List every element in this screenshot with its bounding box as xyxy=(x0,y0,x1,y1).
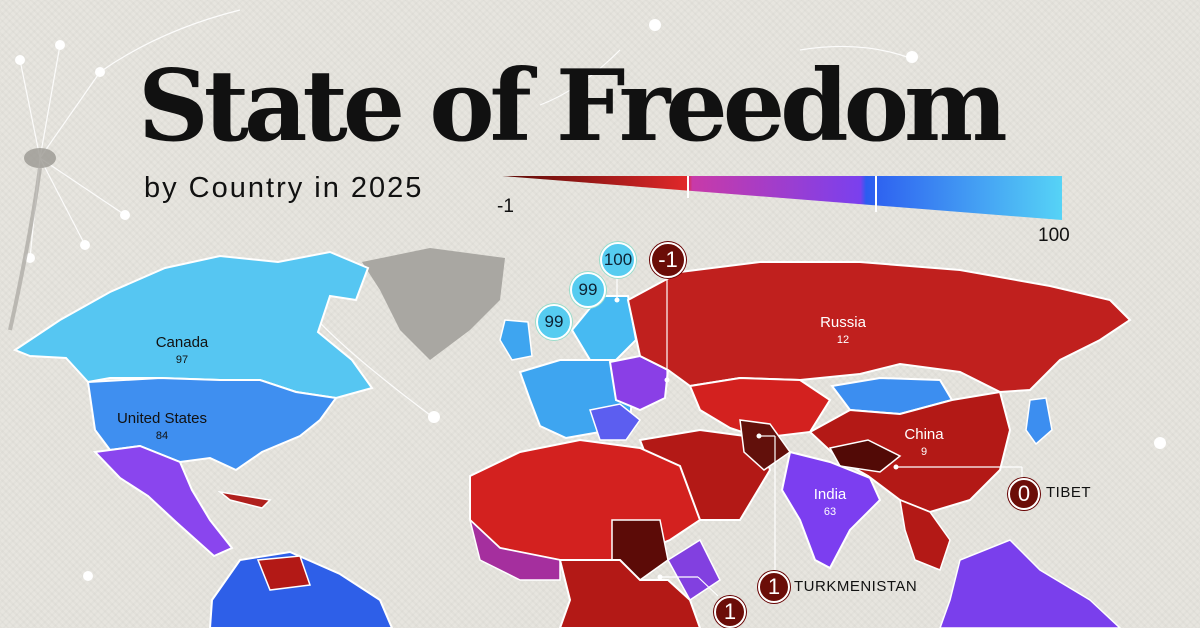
page-subtitle: by Country in 2025 xyxy=(144,172,424,204)
score-bubble-minus-1: -1 xyxy=(650,242,686,278)
region-southeast-asia xyxy=(899,498,951,571)
page-title: State of Freedom xyxy=(138,49,1008,164)
country-india xyxy=(780,450,882,570)
country-china xyxy=(808,390,1012,514)
region-west-africa xyxy=(468,517,561,581)
decorative-stars xyxy=(15,19,1166,581)
country-venezuela xyxy=(256,555,312,591)
scale-min-label: -1 xyxy=(497,196,514,217)
dandelion-stem xyxy=(8,167,42,331)
country-score-russia: 12 xyxy=(836,334,850,346)
region-afghanistan xyxy=(739,419,792,471)
score-bubble-99-upper: 99 xyxy=(570,272,606,308)
region-tibet xyxy=(828,439,902,473)
region-balkans xyxy=(589,403,642,441)
freedom-scale-bar xyxy=(502,176,1062,220)
country-label-canada: Canada xyxy=(155,334,209,351)
country-label-india: India xyxy=(813,486,847,503)
region-south-america xyxy=(208,550,394,628)
country-canada xyxy=(12,250,374,400)
region-caribbean xyxy=(217,490,272,509)
dandelion-head xyxy=(24,148,56,168)
country-label-russia: Russia xyxy=(820,314,866,331)
country-score-china: 9 xyxy=(920,446,928,458)
country-score-india: 63 xyxy=(823,506,837,518)
callout-turkmenistan-label: TURKMENISTAN xyxy=(794,578,918,595)
country-label-china: China xyxy=(904,426,944,443)
region-indonesia-philippines xyxy=(939,539,1122,628)
region-uk xyxy=(499,319,533,361)
country-japan xyxy=(1025,397,1053,446)
score-bubble-100: 100 xyxy=(600,242,636,278)
country-russia xyxy=(626,261,1132,394)
country-mexico xyxy=(92,444,234,558)
callout-africa-value: 1 xyxy=(714,596,746,628)
callout-tibet-value: 0 xyxy=(1008,478,1040,510)
country-label-united-states: United States xyxy=(116,410,208,427)
callout-turkmenistan-value: 1 xyxy=(758,571,790,603)
country-score-united-states: 84 xyxy=(155,430,169,442)
score-bubble-99-lower: 99 xyxy=(536,304,572,340)
callout-dots xyxy=(614,297,899,580)
scale-max-label: 100 xyxy=(1038,225,1070,246)
country-greenland xyxy=(362,248,505,360)
country-score-canada: 97 xyxy=(175,354,189,366)
callout-tibet-label: TIBET xyxy=(1046,484,1092,501)
